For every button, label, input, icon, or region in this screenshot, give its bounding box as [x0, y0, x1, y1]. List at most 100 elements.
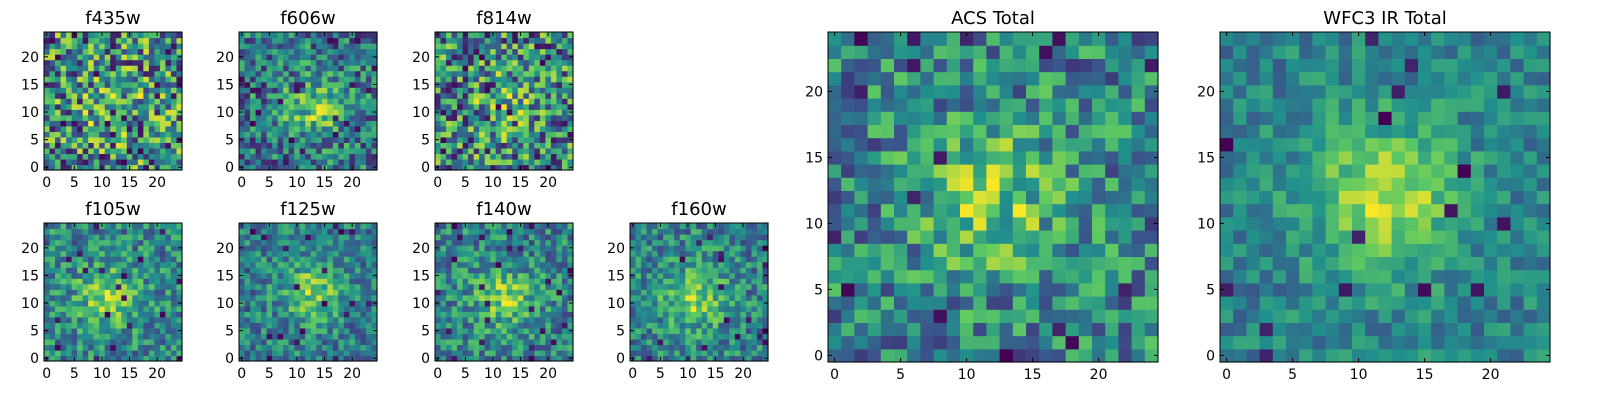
- heatmap-cell: [55, 289, 62, 296]
- heatmap-cell: [137, 59, 144, 66]
- heatmap-cell: [468, 54, 475, 61]
- heatmap-cell: [907, 177, 921, 191]
- heatmap-cell: [668, 278, 675, 285]
- heatmap-cell: [440, 136, 447, 143]
- heatmap-cell: [93, 261, 100, 268]
- heatmap-cell: [165, 109, 172, 116]
- heatmap-cell: [685, 333, 692, 340]
- heatmap-cell: [457, 59, 464, 66]
- heatmap-cell: [159, 245, 167, 252]
- heatmap-cell: [354, 267, 362, 274]
- heatmap-cell: [446, 136, 453, 143]
- heatmap-cell: [143, 311, 150, 318]
- heatmap-cell: [506, 349, 513, 357]
- heatmap-cell: [159, 333, 167, 340]
- heatmap-cell: [512, 355, 519, 362]
- heatmap-cell: [734, 344, 741, 351]
- heatmap-cell: [288, 278, 295, 285]
- heatmap-cell: [255, 256, 262, 263]
- heatmap-cell: [277, 272, 284, 279]
- heatmap-cell: [828, 269, 842, 284]
- heatmap-cell: [451, 125, 458, 132]
- heatmap-cell: [294, 43, 301, 50]
- heatmap-cell: [121, 76, 128, 83]
- heatmap-cell: [55, 87, 62, 94]
- heatmap-cell: [299, 65, 306, 72]
- heatmap-cell: [277, 76, 284, 83]
- heatmap-cell: [310, 245, 317, 252]
- heatmap-cell: [1012, 203, 1027, 218]
- heatmap-cell: [484, 272, 491, 279]
- heatmap-cell: [894, 243, 908, 257]
- heatmap-cell: [668, 305, 675, 312]
- heatmap-cell: [143, 327, 150, 334]
- heatmap-cell: [880, 243, 895, 257]
- heatmap-cell: [143, 65, 150, 72]
- heatmap-cell: [132, 59, 139, 66]
- heatmap-cell: [462, 250, 469, 257]
- heatmap-cell: [255, 92, 262, 99]
- heatmap-cell: [567, 98, 574, 105]
- heatmap-cell: [523, 344, 530, 351]
- heatmap-cell: [115, 37, 122, 44]
- heatmap-cell: [440, 338, 447, 346]
- heatmap-cell: [365, 234, 373, 241]
- heatmap-cell: [239, 228, 246, 235]
- heatmap-cell: [49, 70, 56, 77]
- heatmap-cell: [663, 234, 670, 241]
- heatmap-cell: [479, 98, 486, 105]
- heatmap-cell: [165, 87, 172, 94]
- heatmap-cell: [132, 322, 139, 329]
- heatmap-cell: [338, 142, 345, 149]
- heatmap-cell: [321, 81, 328, 88]
- heatmap-cell: [468, 228, 475, 235]
- heatmap-cell: [841, 348, 855, 363]
- heatmap-cell: [556, 333, 563, 340]
- heatmap-cell: [316, 153, 323, 160]
- heatmap-cell: [143, 283, 150, 290]
- heatmap-cell: [734, 322, 741, 329]
- heatmap-cell: [49, 327, 56, 334]
- heatmap-cell: [261, 305, 268, 312]
- heatmap-cell: [343, 114, 350, 121]
- heatmap-cell: [310, 59, 317, 66]
- heatmap-cell: [468, 239, 475, 246]
- heatmap-cell: [343, 355, 350, 362]
- heatmap-cell: [82, 234, 89, 241]
- heatmap-cell: [354, 136, 362, 143]
- x-tick-label: 10: [484, 175, 502, 191]
- heatmap-cell: [484, 103, 491, 110]
- heatmap-cell: [484, 37, 491, 44]
- heatmap-cell: [506, 136, 513, 143]
- heatmap-cell: [462, 76, 469, 83]
- heatmap-cell: [561, 125, 569, 132]
- heatmap-cell: [148, 272, 155, 279]
- heatmap-cell: [718, 239, 725, 246]
- heatmap-cell: [745, 239, 753, 246]
- heatmap-cell: [371, 147, 378, 155]
- heatmap-cell: [365, 338, 373, 346]
- heatmap-cell: [973, 335, 987, 350]
- heatmap-cell: [630, 305, 637, 312]
- heatmap-cell: [44, 103, 51, 110]
- heatmap-cell: [495, 261, 502, 268]
- heatmap-cell: [723, 261, 730, 268]
- heatmap-cell: [266, 48, 273, 55]
- heatmap-cell: [261, 272, 268, 279]
- x-tick-label: 20: [148, 366, 166, 382]
- heatmap-cell: [299, 294, 306, 301]
- heatmap-cell: [283, 153, 290, 160]
- heatmap-cell: [745, 289, 753, 296]
- heatmap-cell: [451, 256, 458, 263]
- heatmap-cell: [176, 48, 183, 55]
- heatmap-cell: [484, 59, 491, 66]
- heatmap-cell: [310, 120, 317, 127]
- heatmap-cell: [545, 125, 552, 132]
- heatmap-cell: [674, 305, 681, 312]
- heatmap-cell: [159, 43, 167, 50]
- heatmap-cell: [143, 87, 150, 94]
- heatmap-cell: [115, 54, 122, 61]
- heatmap-cell: [104, 327, 111, 334]
- heatmap-cell: [126, 250, 133, 257]
- heatmap-cell: [266, 43, 273, 50]
